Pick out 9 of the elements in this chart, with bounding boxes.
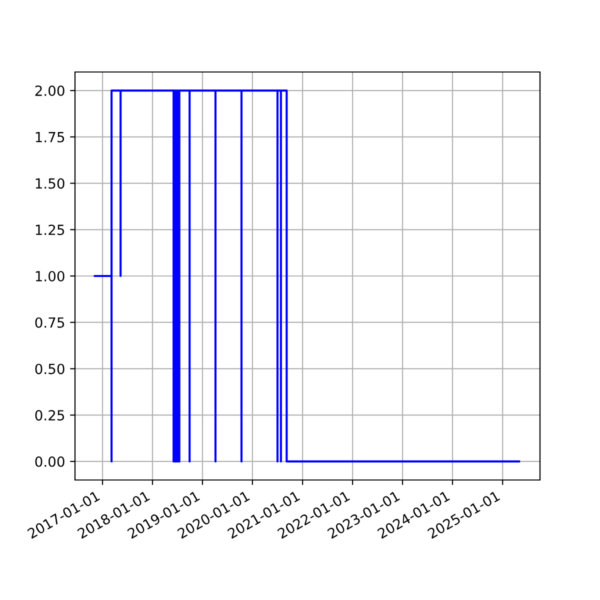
- y-tick-label: 2.00: [35, 86, 64, 96]
- y-tick-label: 1.50: [36, 178, 64, 189]
- y-tick-label: 1.25: [36, 224, 64, 236]
- y-tick-label: 1.75: [36, 132, 64, 142]
- y-tick-label: 0.00: [35, 456, 64, 467]
- y-tick-label: 0.75: [35, 317, 64, 328]
- y-tick-label: 1.00: [36, 270, 64, 282]
- y-tick-label: 0.50: [35, 364, 64, 374]
- y-tick-label: 0.25: [35, 410, 64, 421]
